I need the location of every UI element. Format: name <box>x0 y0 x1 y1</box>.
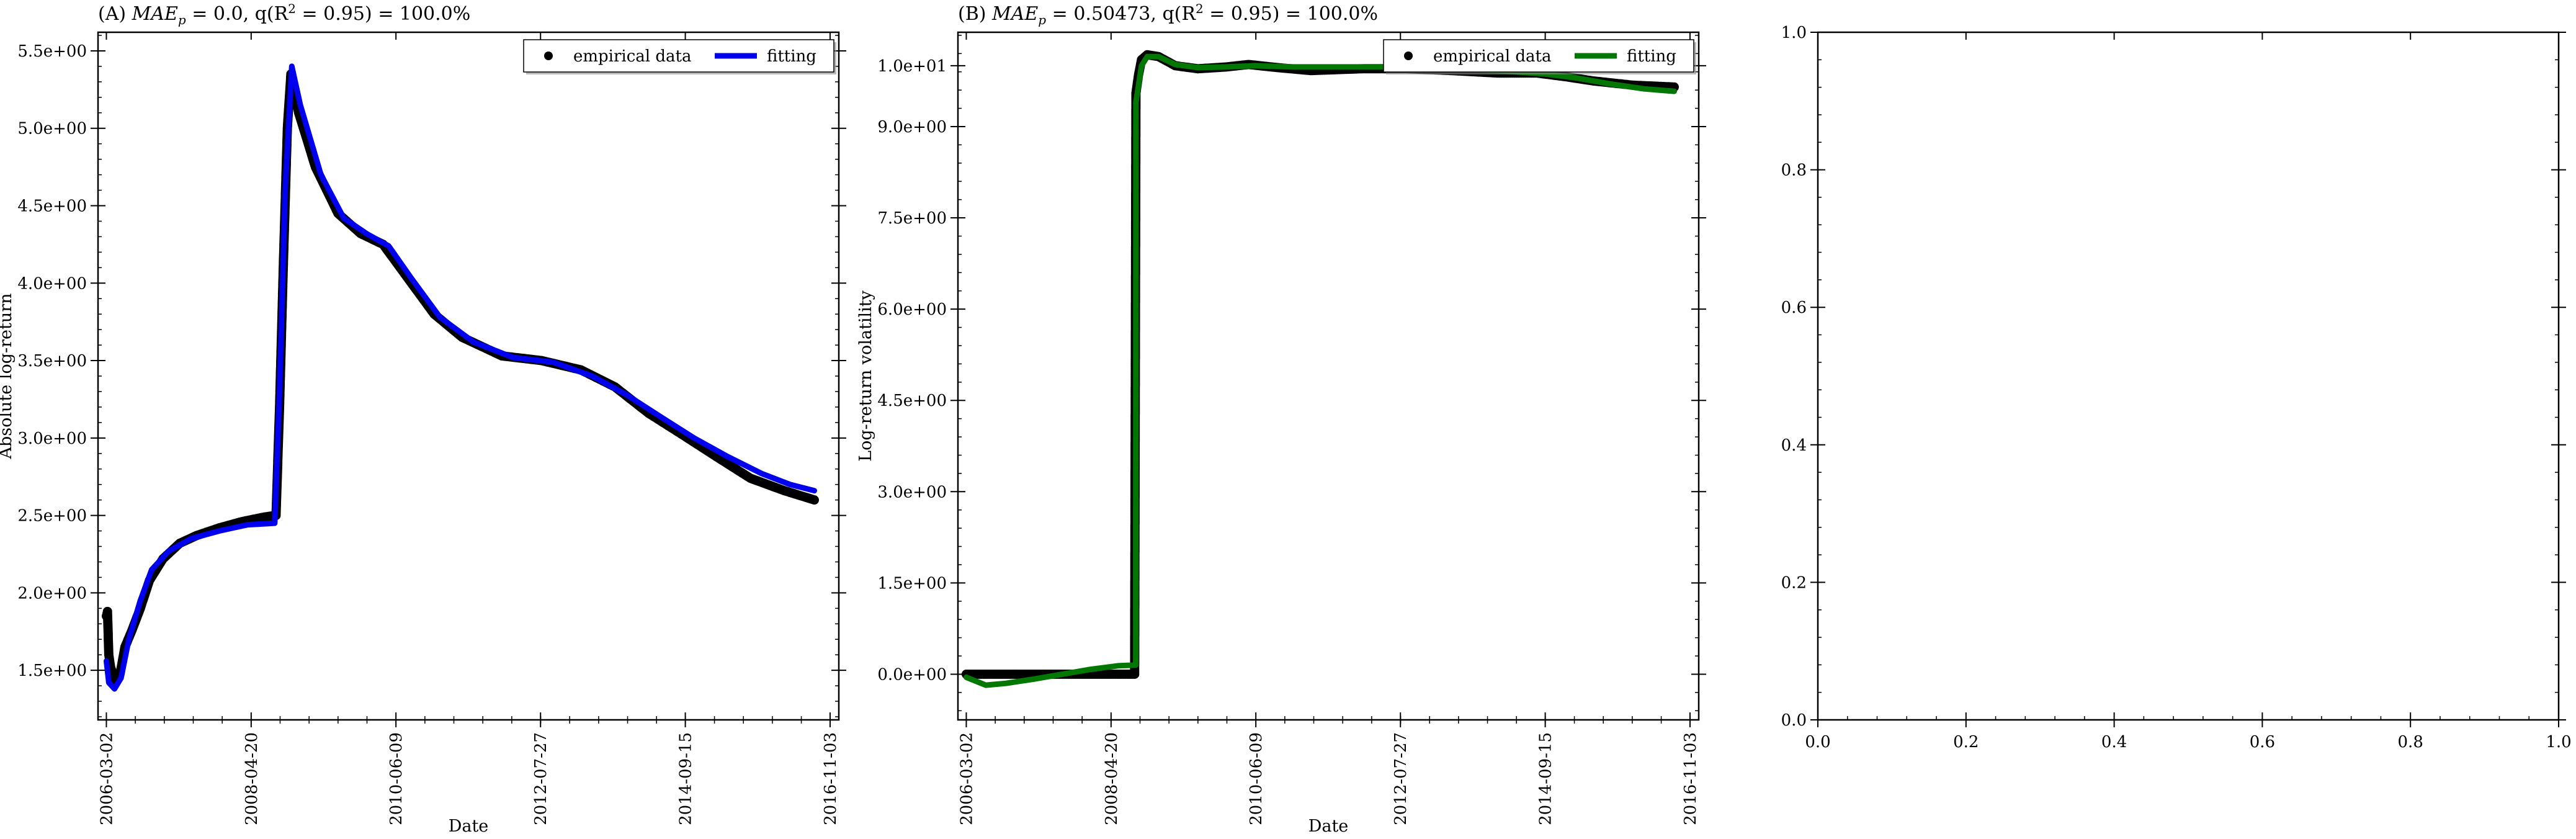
chart-0-y-tick-label: 4.0e+00 <box>17 274 87 293</box>
chart-2-y-tick-label: 0.8 <box>1781 161 1807 180</box>
chart-2-y-tick-label: 0.4 <box>1781 436 1807 455</box>
chart-0-x-tick-label: 2008-04-20 <box>243 732 261 825</box>
chart-1-x-tick-label: 2016-11-03 <box>1681 732 1700 825</box>
chart-1-axes-frame <box>957 31 1700 721</box>
chart-0-x-tick-label: 2010-06-09 <box>387 732 406 825</box>
chart-1-x-tick-label: 2006-03-02 <box>957 732 976 825</box>
chart-0-y-tick-label: 2.0e+00 <box>17 584 87 603</box>
chart-1-y-tick-label: 3.0e+00 <box>877 483 947 501</box>
chart-0-legend-label-fitting: fitting <box>767 47 816 66</box>
chart-2-x-tick-label: 0.8 <box>2398 733 2423 752</box>
chart-2-y-tick-label: 0.6 <box>1781 298 1807 317</box>
chart-1-y-tick-label: 6.0e+00 <box>877 300 947 319</box>
chart-1-y-tick-label: 4.5e+00 <box>877 392 947 410</box>
chart-2-axes-frame <box>1817 31 2560 721</box>
panel-c: 0.0 0.2 0.4 0.6 0.8 1.0 0.0 0.2 0.4 0.6 0.8 1.0 <box>1781 24 2572 752</box>
chart-2-x-tick-label: 0.2 <box>1953 733 1979 752</box>
chart-0-y-tick-label: 1.5e+00 <box>17 662 87 680</box>
chart-1-y-tick-label: 0.0e+00 <box>877 665 947 684</box>
chart-0-legend-box <box>523 39 834 73</box>
chart-1-legend-label-fitting: fitting <box>1627 47 1676 66</box>
chart-0-x-axis-label: Date <box>449 817 489 836</box>
chart-0-series-empirical-markers <box>101 69 820 688</box>
chart-2-x-tick-label: 0.4 <box>2101 733 2127 752</box>
chart-1-legend: empirical data fitting <box>1383 39 1696 74</box>
chart-0-series-empirical-point <box>810 495 820 505</box>
chart-1-x-tick-label: 2014-09-15 <box>1537 732 1555 825</box>
chart-0-x-tick-label: 2012-07-27 <box>532 732 550 825</box>
chart-0-y-tick-label: 2.5e+00 <box>17 507 87 526</box>
chart-0-y-tick-label: 5.5e+00 <box>17 42 87 61</box>
chart-0-y-tick-label: 3.0e+00 <box>17 429 87 448</box>
chart-0-y-tick-label: 5.0e+00 <box>17 120 87 138</box>
chart-0-legend: empirical data fitting <box>523 39 836 74</box>
chart-0-legend-marker-empirical <box>544 52 553 60</box>
chart-0-title: (A) MAEp = 0.0, q(R2 = 0.95) = 100.0% <box>98 1 470 27</box>
chart-1-y-tick-label: 1.0e+01 <box>877 57 947 76</box>
chart-1-y-tick-label: 9.0e+00 <box>877 118 947 137</box>
chart-1-y-tick-label: 7.5e+00 <box>877 209 947 228</box>
chart-0-y-axis-label: Absolute log-return <box>0 293 16 459</box>
chart-2-y-tick-label: 1.0 <box>1781 24 1807 42</box>
chart-0-axes-frame <box>97 31 840 721</box>
chart-1-series-fitting-line <box>964 53 1677 688</box>
chart-1-legend-label-empirical: empirical data <box>1433 47 1551 66</box>
panel-b: 0.0e+00 1.5e+00 3.0e+00 4.5e+00 6.0e+00 7.5e+… <box>856 1 1706 836</box>
chart-0-legend-label-empirical: empirical data <box>573 47 691 66</box>
chart-1-x-tick-label: 2012-07-27 <box>1392 732 1410 825</box>
chart-0-y-tick-label: 3.5e+00 <box>17 352 87 370</box>
chart-0-plot-area <box>101 63 820 692</box>
chart-1-plot-area <box>961 50 1679 688</box>
chart-2-x-tick-label: 0.6 <box>2250 733 2275 752</box>
chart-2-x-tick-label: 0.0 <box>1805 733 1830 752</box>
chart-1-x-tick-label: 2008-04-20 <box>1102 732 1121 825</box>
chart-0-x-tick-label: 2014-09-15 <box>677 732 695 825</box>
chart-1-legend-box <box>1383 39 1694 73</box>
chart-2-y-tick-label: 0.2 <box>1781 573 1807 592</box>
chart-1-legend-marker-empirical <box>1404 52 1413 60</box>
chart-0-x-tick-label: 2016-11-03 <box>821 732 840 825</box>
chart-2-y-tick-label: 0.0 <box>1781 711 1807 730</box>
chart-1-title: (B) MAEp = 0.50473, q(R2 = 0.95) = 100.0… <box>958 1 1378 27</box>
chart-1-x-tick-label: 2010-06-09 <box>1247 732 1266 825</box>
chart-0-y-tick-label: 4.5e+00 <box>17 197 87 215</box>
chart-1-series-empirical-markers <box>961 50 1679 679</box>
chart-1-y-tick-label: 1.5e+00 <box>877 574 947 593</box>
chart-1-x-axis-label: Date <box>1308 817 1349 836</box>
panel-a: 1.5e+00 2.0e+00 2.5e+00 3.0e+00 3.5e+00 4.0e+… <box>0 1 846 836</box>
chart-2-x-tick-label: 1.0 <box>2546 733 2571 752</box>
chart-0-x-tick-label: 2006-03-02 <box>97 732 116 825</box>
chart-0-series-fitting-line <box>104 63 817 692</box>
chart-1-y-axis-label: Log-return volatility <box>856 290 875 461</box>
